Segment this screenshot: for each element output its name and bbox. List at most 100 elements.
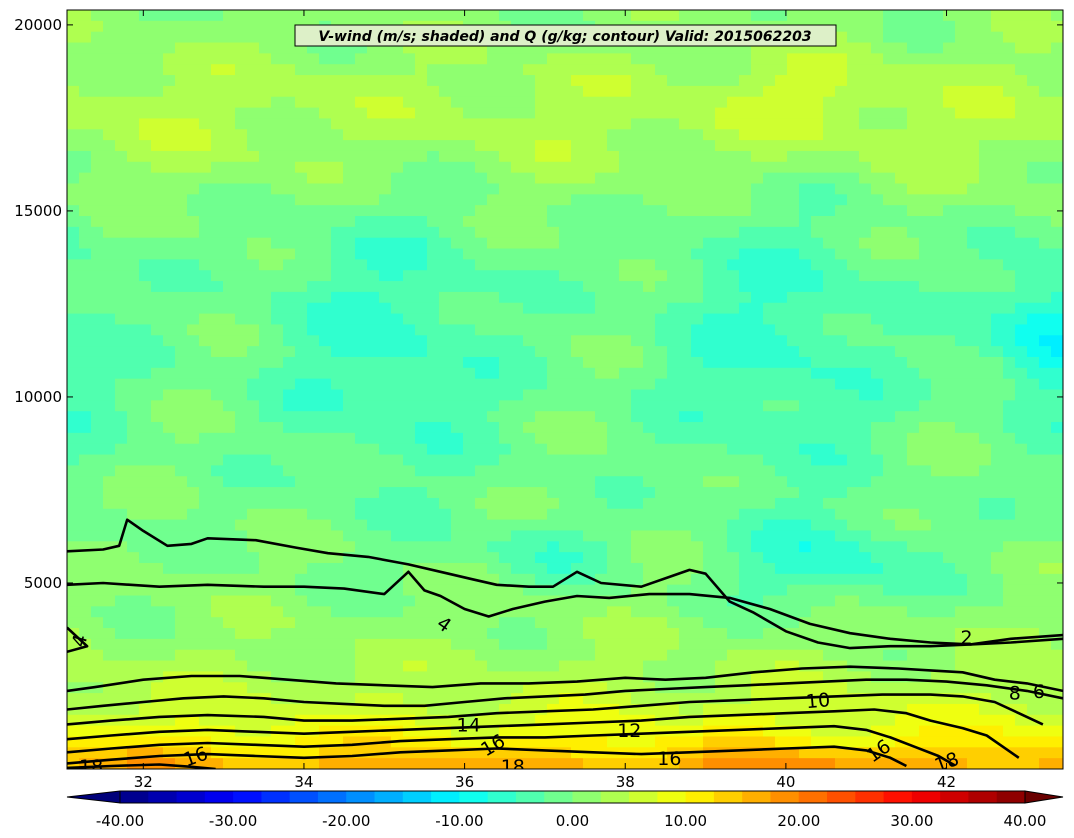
shade-cell [703,736,716,748]
shade-cell [439,324,452,336]
shade-cell [463,378,476,391]
shade-cell [883,335,896,347]
shade-cell [715,335,728,347]
shade-cell [667,259,680,271]
shade-cell [895,714,908,727]
shade-cell [511,682,524,694]
shade-cell [247,703,260,716]
shade-cell [691,53,704,65]
shade-cell [427,161,440,174]
shade-cell [895,367,908,380]
shade-cell [703,476,716,488]
shade-cell [571,53,584,65]
shade-cell [139,595,152,607]
shade-cell [331,476,344,488]
shade-cell [499,205,512,217]
shade-cell [691,606,704,618]
shade-cell [355,302,368,315]
shade-cell [211,400,224,412]
shade-cell [247,411,260,423]
shade-cell [91,649,104,662]
shade-cell [907,400,920,412]
shade-cell [127,270,140,282]
shade-cell [655,725,668,738]
shade-cell [691,541,704,553]
shade-cell [403,497,416,510]
shade-cell [91,573,104,586]
shade-cell [691,183,704,195]
shade-cell [871,367,884,380]
shade-cell [127,172,140,185]
shade-cell [163,42,176,54]
shade-cell [835,422,848,434]
shade-cell [871,562,884,575]
shade-cell [79,335,92,347]
shade-cell [559,541,572,553]
shade-cell [187,20,200,33]
shade-cell [751,172,764,185]
shade-cell [619,497,632,510]
shade-cell [475,237,488,250]
shade-cell [187,638,200,651]
shade-cell [259,183,272,195]
shade-cell [127,31,140,44]
shade-cell [475,595,488,607]
shade-cell [415,378,428,391]
shade-cell [571,205,584,217]
shade-cell [199,53,212,65]
shade-cell [871,346,884,358]
shade-cell [175,20,188,33]
shade-cell [343,552,356,564]
shade-cell [583,183,596,195]
shade-cell [679,638,692,651]
shade-cell [139,736,152,748]
shade-cell [331,660,344,673]
shade-cell [727,346,740,358]
shade-cell [475,389,488,401]
shade-cell [595,519,608,532]
shade-cell [103,736,116,748]
shade-cell [739,172,752,185]
shade-cell [583,281,596,293]
shade-cell [379,129,392,141]
shade-cell [79,465,92,477]
shade-cell [751,422,764,434]
shade-cell [295,129,308,141]
shade-cell [103,487,116,499]
shade-cell [235,302,248,315]
shade-cell [883,736,896,748]
shade-cell [295,541,308,553]
shade-cell [427,226,440,239]
shade-cell [631,454,644,466]
shade-cell [163,595,176,607]
shade-cell [211,42,224,54]
shade-cell [67,356,80,369]
shade-cell [691,313,704,326]
shade-cell [295,356,308,369]
shade-cell [883,281,896,293]
shade-cell [259,161,272,174]
shade-cell [235,595,248,607]
shade-cell [907,378,920,391]
shade-cell [679,736,692,748]
shade-cell [703,400,716,412]
shade-cell [175,107,188,120]
shade-cell [91,183,104,195]
shade-cell [679,758,692,769]
shade-cell [175,129,188,141]
shade-cell [763,183,776,195]
shade-cell [787,660,800,673]
shade-cell [727,465,740,477]
shade-cell [607,400,620,412]
shade-cell [703,10,716,22]
shade-cell [427,432,440,445]
shade-cell [319,747,332,759]
shade-cell [859,573,872,586]
shade-cell [763,172,776,185]
shade-cell [403,150,416,163]
shade-cell [427,85,440,98]
shade-cell [835,161,848,174]
shade-cell [751,400,764,412]
shade-cell [619,693,632,705]
shade-cell [823,378,836,391]
